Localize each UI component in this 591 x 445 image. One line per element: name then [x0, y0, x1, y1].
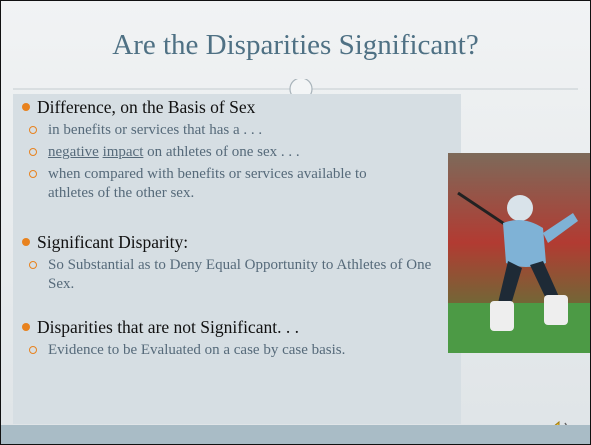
sub-bullet: negative impact on athletes of one sex .… — [27, 143, 457, 162]
bullet: Difference, on the Basis of Sex — [21, 96, 457, 118]
athlete-photo — [448, 153, 590, 353]
sub-bullet: Evidence to be Evaluated on a case by ca… — [27, 341, 433, 360]
bullet-group: Difference, on the Basis of Sex in benef… — [21, 96, 457, 203]
bullet: Disparities that are not Significant. . … — [21, 316, 457, 338]
underlined-word: negative — [48, 144, 99, 160]
bullet: Significant Disparity: — [21, 231, 457, 253]
slide-title: Are the Disparities Significant? — [112, 29, 479, 61]
underlined-word: impact — [102, 144, 144, 160]
bullet-group: Significant Disparity: So Substantial as… — [21, 231, 457, 294]
sub-bullet: in benefits or services that has a . . . — [27, 121, 457, 140]
sub-bullet: when compared with benefits or services … — [27, 165, 378, 203]
bullet-group: Disparities that are not Significant. . … — [21, 316, 457, 360]
footer-bar — [1, 425, 590, 444]
sub-bullet: So Substantial as to Deny Equal Opportun… — [27, 256, 458, 294]
text: on athletes of one sex . . . — [147, 144, 300, 160]
content-panel: Difference, on the Basis of Sex in benef… — [13, 94, 461, 424]
